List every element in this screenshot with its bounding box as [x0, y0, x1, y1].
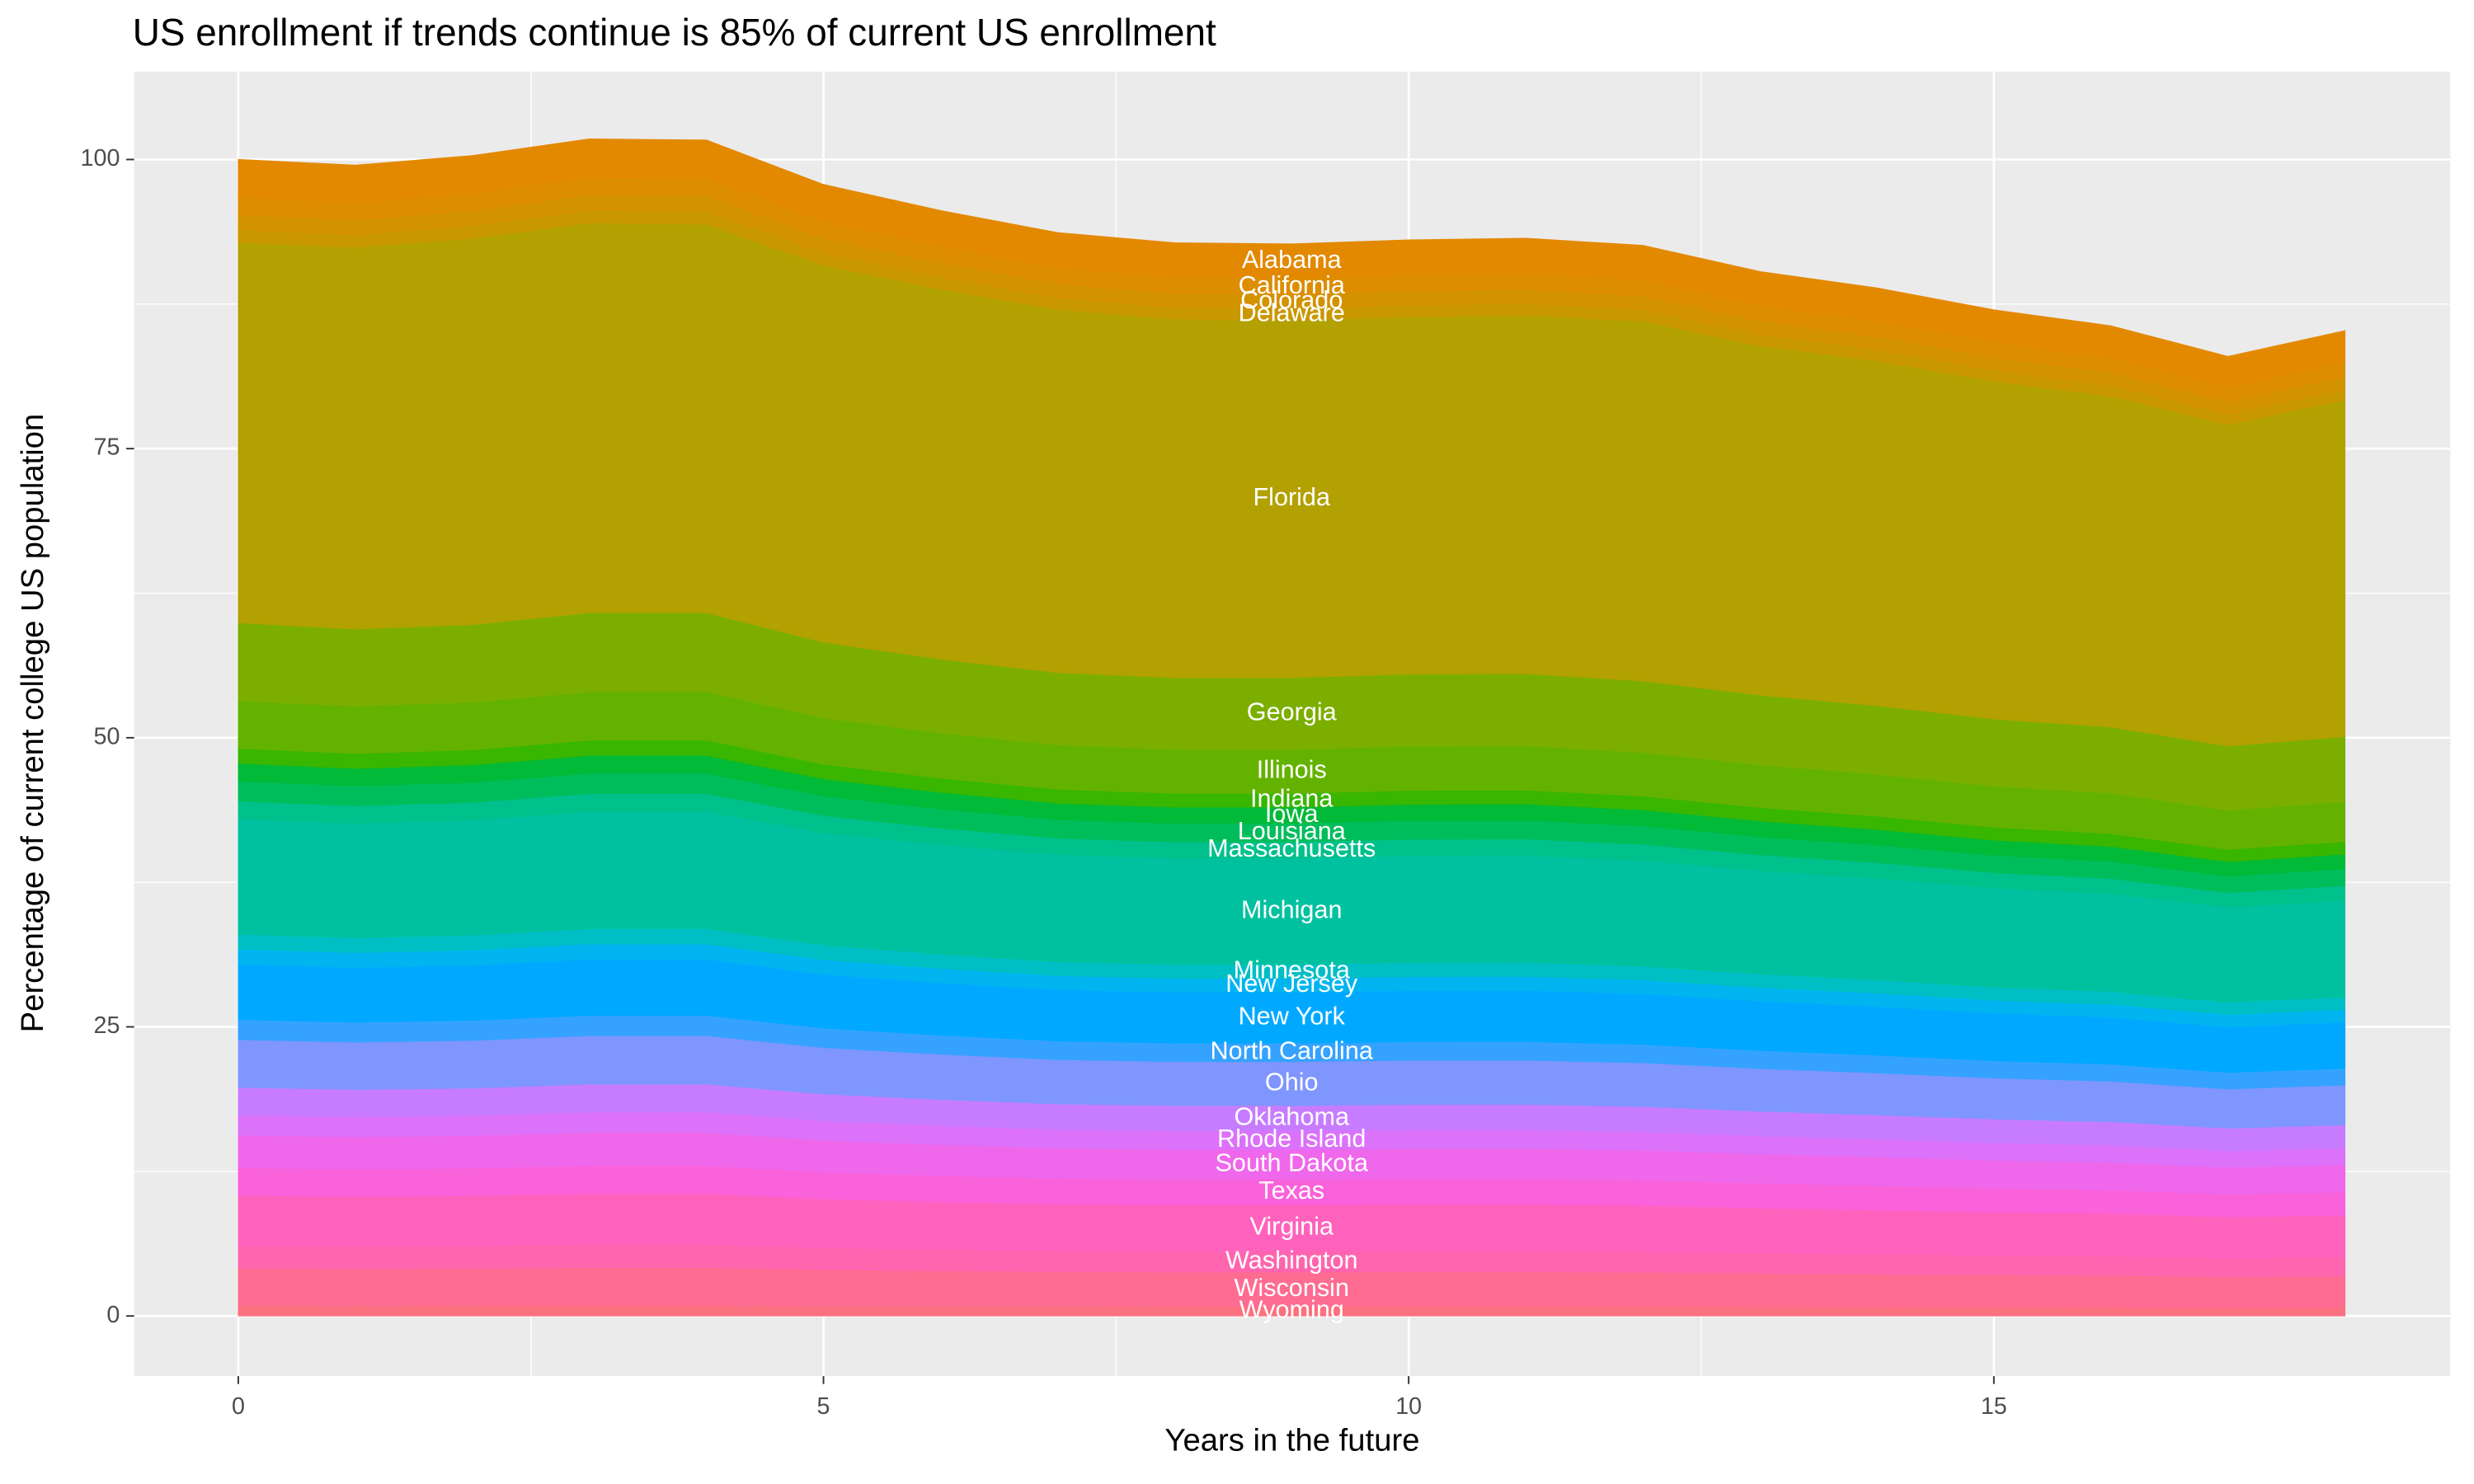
area-label: Massachusetts: [1207, 834, 1376, 862]
y-tick-label: 0: [106, 1302, 120, 1328]
area-label: Oklahoma: [1234, 1102, 1349, 1130]
area-label: New York: [1239, 1002, 1346, 1030]
area-label: Ohio: [1265, 1068, 1319, 1096]
x-tick-label: 10: [1395, 1393, 1422, 1420]
area-label: Iowa: [1265, 800, 1319, 828]
area-label: California: [1239, 271, 1346, 299]
area-label: Michigan: [1241, 895, 1343, 923]
area-label: Colorado: [1240, 286, 1343, 314]
area-label: Louisiana: [1238, 817, 1347, 845]
area-label: Minnesota: [1234, 956, 1351, 984]
axes: 0 5 10 15 0 25 50 75 100: [81, 145, 2007, 1420]
y-axis-title: Percentage of current college US populat…: [15, 414, 50, 1033]
area-label: South Dakota: [1216, 1149, 1369, 1177]
y-tick-label: 50: [93, 723, 120, 749]
area-label: Texas: [1258, 1176, 1324, 1205]
area-label: Illinois: [1257, 756, 1327, 784]
chart-title: US enrollment if trends continue is 85% …: [133, 11, 1216, 54]
x-axis-title: Years in the future: [1164, 1423, 1419, 1458]
y-tick-label: 25: [93, 1012, 120, 1039]
area-label: Florida: [1253, 483, 1331, 511]
area-label: Alabama: [1242, 246, 1343, 274]
y-tick-label: 100: [81, 145, 120, 171]
area-label: North Carolina: [1211, 1036, 1374, 1064]
y-tick-label: 75: [93, 434, 120, 461]
x-tick-label: 5: [817, 1393, 830, 1420]
x-tick-label: 15: [1981, 1393, 2007, 1420]
area-label: Delaware: [1239, 299, 1345, 327]
area-label: Wyoming: [1239, 1296, 1344, 1324]
area-label: Wisconsin: [1235, 1274, 1349, 1302]
x-tick-label: 0: [232, 1393, 245, 1420]
area-label: Georgia: [1247, 697, 1338, 726]
area-label: Virginia: [1249, 1213, 1334, 1241]
area-label: Washington: [1225, 1246, 1358, 1274]
area-label: New Jersey: [1225, 970, 1358, 998]
area-label: Rhode Island: [1217, 1125, 1366, 1153]
area-label: Indiana: [1250, 785, 1333, 813]
areas: [238, 139, 2346, 1317]
area: [238, 139, 2346, 388]
